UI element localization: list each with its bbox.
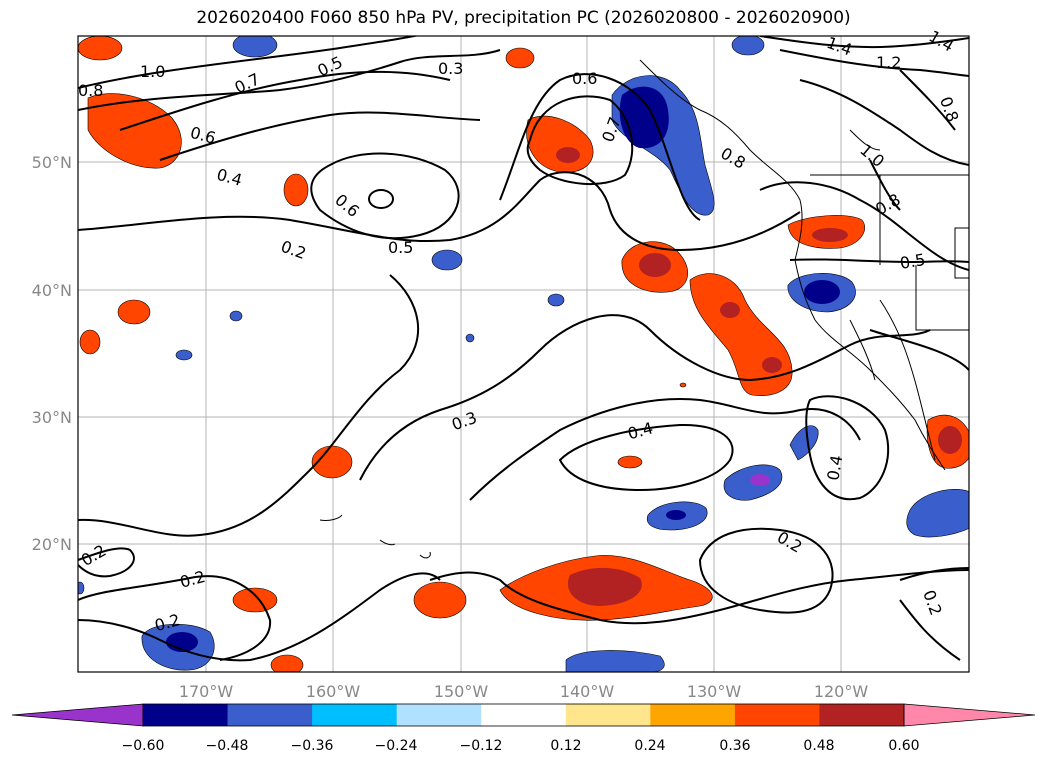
colorbar-tick: 0.48 xyxy=(803,738,834,754)
lon-label-160w: 160°W xyxy=(306,682,361,701)
precip-negative xyxy=(78,36,969,672)
colorbar-extend-high xyxy=(903,703,1036,727)
pv-contours xyxy=(78,36,969,662)
colorbar-segment xyxy=(565,704,651,726)
lon-label-170w: 170°W xyxy=(179,682,234,701)
longitude-labels: 170°W 160°W 150°W 140°W 130°W 120°W xyxy=(179,682,869,701)
map-title: 2026020400 F060 850 hPa PV, precipitatio… xyxy=(196,8,851,28)
contour-label: 0.6 xyxy=(572,69,597,88)
contour-label: 0.8 xyxy=(78,81,103,100)
map-border xyxy=(77,35,970,673)
colorbar-ticks: −0.60 −0.48 −0.36 −0.24 −0.12 0.12 0.24 … xyxy=(122,738,920,754)
contour-label: 0.3 xyxy=(438,59,463,78)
colorbar-tick: 0.36 xyxy=(719,738,750,754)
colorbar-tick: −0.60 xyxy=(122,738,165,754)
lat-label-30n: 30°N xyxy=(32,408,72,427)
lon-label-120w: 120°W xyxy=(814,682,869,701)
map-area xyxy=(78,36,969,672)
precip-positive xyxy=(78,36,969,672)
colorbar-tick: 0.24 xyxy=(634,738,665,754)
contour-label: 0.4 xyxy=(823,454,846,482)
colorbar-segment xyxy=(481,704,567,726)
lat-label-40n: 40°N xyxy=(32,281,72,300)
colorbar-extend-low xyxy=(11,703,144,727)
lat-label-20n: 20°N xyxy=(32,535,72,554)
colorbar-segment xyxy=(650,704,736,726)
colorbar-segment xyxy=(734,704,820,726)
colorbar-tick: 0.12 xyxy=(550,738,581,754)
lon-label-130w: 130°W xyxy=(687,682,742,701)
contour-label: 1.0 xyxy=(140,62,165,81)
latitude-labels: 50°N 40°N 30°N 20°N xyxy=(32,153,72,554)
lon-label-140w: 140°W xyxy=(560,682,615,701)
colorbar-segment xyxy=(227,704,313,726)
colorbar-tick: −0.24 xyxy=(375,738,418,754)
contour-label: 0.5 xyxy=(898,250,926,273)
lon-label-150w: 150°W xyxy=(434,682,489,701)
colorbar-tick: −0.36 xyxy=(291,738,334,754)
lat-label-50n: 50°N xyxy=(32,153,72,172)
contour-label: 1.2 xyxy=(876,53,901,72)
colorbar-segment xyxy=(396,704,482,726)
colorbar-segment xyxy=(312,704,398,726)
colorbar: −0.60 −0.48 −0.36 −0.24 −0.12 0.12 0.24 … xyxy=(11,703,1036,754)
coastlines xyxy=(319,59,969,559)
colorbar-segment xyxy=(819,704,905,726)
colorbar-tick: −0.12 xyxy=(460,738,503,754)
contour-label: 0.5 xyxy=(388,238,413,257)
colorbar-tick: −0.48 xyxy=(206,738,249,754)
colorbar-tick: 0.60 xyxy=(888,738,919,754)
colorbar-segment xyxy=(143,704,229,726)
